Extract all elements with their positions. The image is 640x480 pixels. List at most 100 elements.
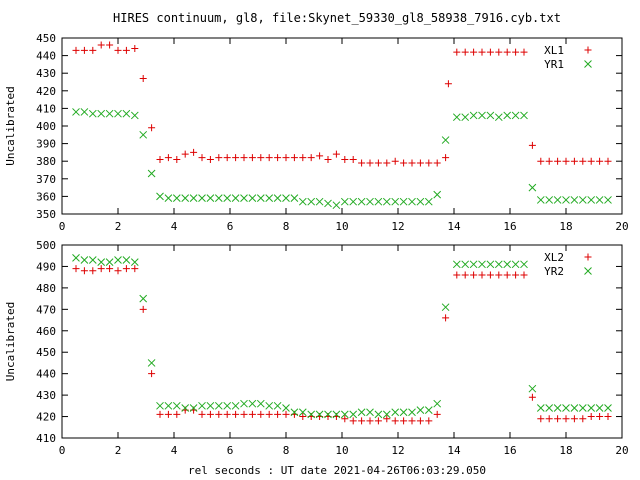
data-point-yr2 [486,260,495,269]
data-point-yr1 [223,194,232,203]
y-tick-label: 430 [36,67,56,80]
data-point-yr1 [172,194,181,203]
data-point-xl1 [349,155,357,163]
data-point-yr2 [290,408,299,417]
data-point-xl2 [223,410,231,418]
data-point-yr2 [545,404,554,412]
data-point-xl1 [332,150,340,158]
data-point-yr1 [374,197,383,206]
data-point-yr1 [416,197,425,206]
y-tick-label: 380 [36,155,56,168]
data-point-yr2 [181,404,190,412]
data-point-xl2 [503,271,511,279]
data-point-yr1 [282,194,290,203]
data-point-yr1 [240,194,248,203]
data-point-xl1 [131,45,139,53]
legend-marker-yr2 [584,267,592,275]
data-point-yr2 [97,258,106,267]
y-axis-label: Uncalibrated [4,86,17,165]
x-tick-label: 4 [171,220,178,233]
data-point-xl1 [470,48,478,56]
data-point-yr1 [553,196,562,204]
y-tick-label: 450 [36,32,56,45]
data-point-xl2 [478,271,486,279]
data-point-xl1 [206,155,214,163]
data-point-xl2 [579,415,587,423]
data-point-yr1 [486,111,495,120]
data-point-xl1 [139,74,147,82]
legend-marker-xl1 [584,46,592,54]
data-point-xl1 [400,159,408,167]
x-tick-label: 16 [503,444,516,457]
data-point-xl1 [223,154,231,162]
data-point-yr2 [231,401,240,410]
data-point-yr1 [528,183,537,192]
data-point-xl1 [257,154,265,162]
y-tick-label: 490 [36,260,56,273]
data-point-yr2 [147,359,156,367]
data-point-yr1 [198,194,206,203]
data-point-xl1 [198,154,206,162]
data-point-xl2 [461,271,469,279]
data-point-yr2 [156,401,164,410]
data-point-xl1 [416,159,424,167]
data-point-yr1 [105,109,114,118]
data-point-xl2 [587,413,595,421]
data-point-xl2 [282,410,290,418]
data-point-xl2 [114,267,122,275]
data-point-xl2 [274,410,282,418]
data-point-xl2 [299,413,307,421]
data-point-yr1 [461,113,470,122]
data-point-xl1 [604,157,612,165]
data-point-yr1 [290,194,299,203]
data-point-xl2 [156,410,164,418]
data-point-xl2 [495,271,503,279]
data-point-xl2 [215,410,223,418]
data-point-yr2 [562,404,570,412]
y-axis-label: Uncalibrated [4,302,17,381]
y-tick-label: 400 [36,120,56,133]
data-point-xl1 [562,157,570,165]
data-point-yr1 [248,194,257,203]
x-tick-label: 16 [503,220,516,233]
x-tick-label: 10 [335,444,348,457]
data-point-yr1 [587,196,596,204]
data-point-xl2 [366,417,374,425]
legend-label-yr2: YR2 [544,265,564,278]
data-point-xl1 [215,154,223,162]
data-point-xl1 [274,154,282,162]
data-point-xl1 [383,159,391,167]
x-tick-label: 20 [615,444,628,457]
data-point-xl1 [114,46,122,54]
data-point-yr1 [536,196,545,204]
data-point-yr1 [206,194,215,203]
data-point-xl1 [537,157,545,165]
data-point-xl2 [453,271,461,279]
data-point-xl1 [307,154,315,162]
data-point-xl1 [316,152,324,160]
data-point-yr1 [130,111,139,120]
data-point-xl2 [545,415,553,423]
data-point-yr2 [469,260,478,269]
data-point-xl1 [89,46,97,54]
data-point-yr2 [307,410,316,419]
data-point-xl1 [453,48,461,56]
data-point-xl2 [139,305,147,313]
panel-top: 0 2 4 6 8 10 12 14 16 18 20 350 360 370 380 390 400 410 42… [4,32,629,233]
data-point-yr2 [578,404,587,412]
data-point-xl2 [341,415,349,423]
data-point-yr2 [122,256,131,264]
data-point-yr2 [494,260,503,269]
data-point-yr1 [357,197,366,206]
data-point-xl2 [570,415,578,423]
data-point-yr2 [214,401,223,410]
data-point-xl1 [240,154,248,162]
data-point-yr1 [324,199,332,208]
data-point-yr1 [122,109,131,118]
plot-frame [61,37,623,215]
data-point-xl2 [131,265,139,273]
data-point-yr1 [88,109,97,118]
data-point-yr1 [114,109,122,118]
data-point-yr2 [528,384,537,393]
data-point-yr2 [256,399,265,408]
